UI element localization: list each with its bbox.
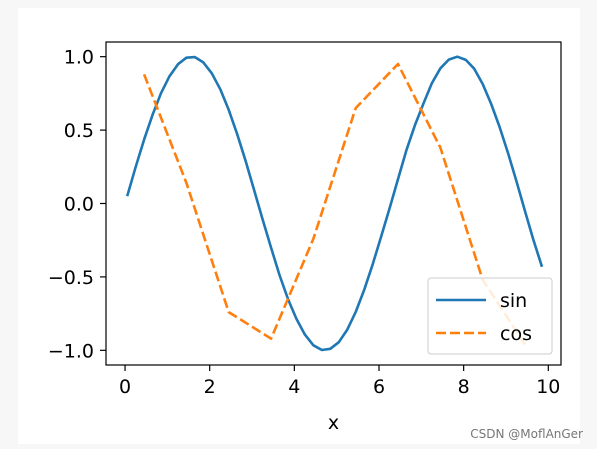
y-tick-label: −1.0	[48, 340, 94, 362]
x-tick-label: 10	[536, 376, 560, 398]
figure: 0 2 4 6 8 10 1.0 0.5 0.0 −0.5 −1.0 x sin cos	[18, 8, 580, 444]
line-chart: 0 2 4 6 8 10 1.0 0.5 0.0 −0.5 −1.0 x sin cos	[48, 41, 562, 434]
y-axis: 1.0 0.5 0.0 −0.5 −1.0	[48, 47, 106, 362]
x-tick-label: 6	[373, 376, 385, 398]
legend-label-cos: cos	[500, 323, 532, 345]
series-line-cos	[142, 62, 527, 346]
legend: sin cos	[427, 277, 553, 355]
x-tick-label: 8	[458, 376, 470, 398]
x-tick-label: 4	[288, 376, 300, 398]
y-tick-label: 0.5	[64, 120, 94, 142]
x-axis: 0 2 4 6 8 10	[119, 365, 560, 398]
y-tick-label: 1.0	[64, 47, 94, 69]
series-line-sin	[125, 55, 544, 352]
series-layer	[125, 55, 544, 352]
legend-box	[427, 277, 553, 355]
x-axis-label: x	[328, 412, 339, 434]
y-tick-label: 0.0	[64, 194, 94, 216]
x-tick-label: 2	[204, 376, 216, 398]
watermark: CSDN @MoflAnGer	[470, 427, 583, 441]
legend-label-sin: sin	[500, 290, 527, 312]
x-tick-label: 0	[119, 376, 131, 398]
y-tick-label: −0.5	[48, 267, 94, 289]
